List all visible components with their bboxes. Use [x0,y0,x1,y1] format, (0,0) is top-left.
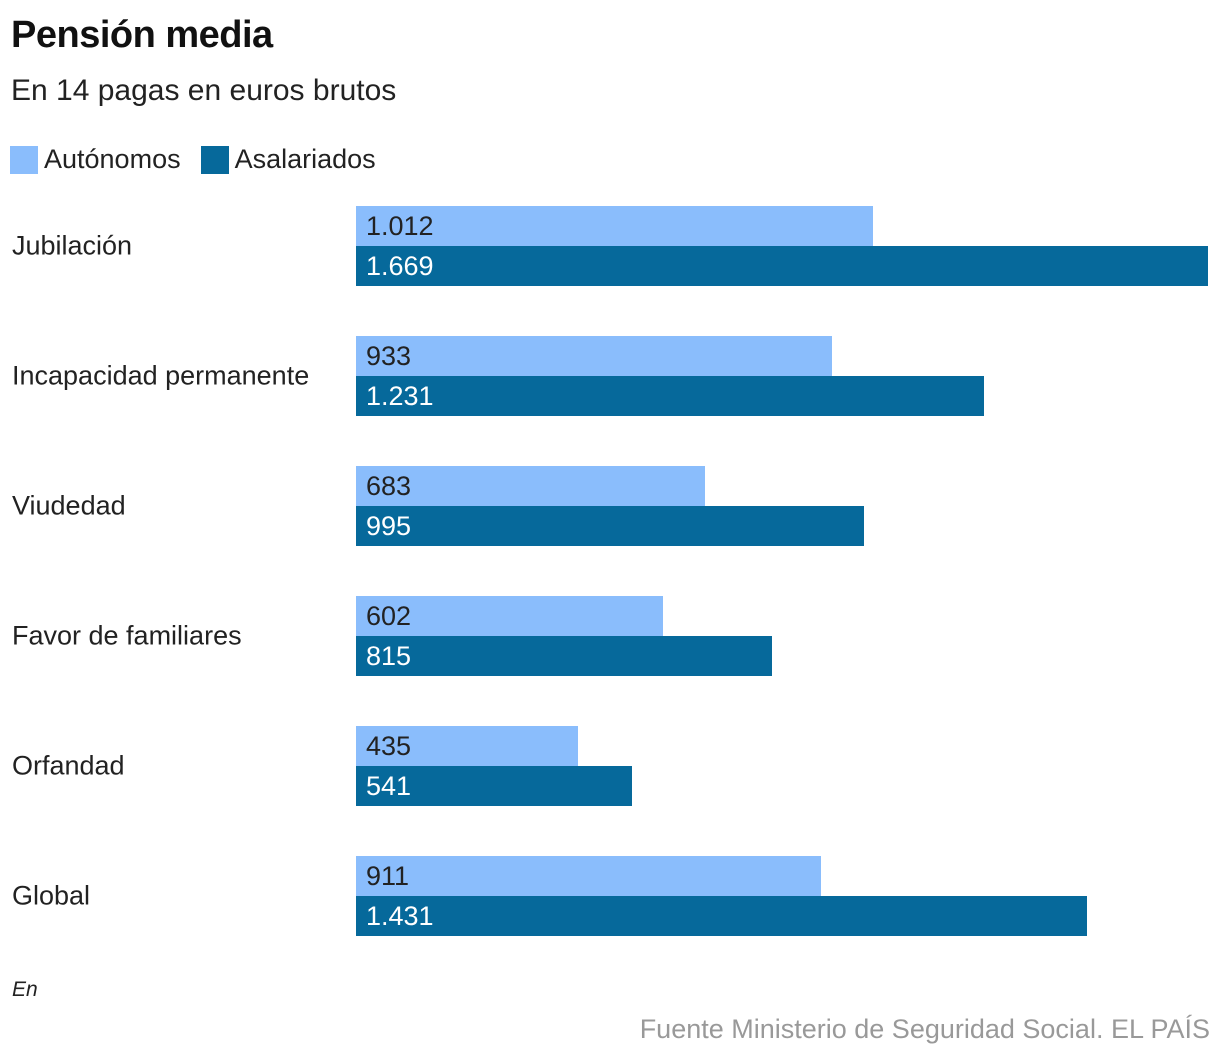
category-label: Orfandad [12,750,125,781]
bar-asalariados: 1.669 [356,246,1208,286]
category-label: Global [12,880,91,911]
category-label: Incapacidad permanente [12,360,310,391]
bar-autonomos: 435 [356,726,579,766]
data-label: 602 [366,601,412,631]
data-label: 541 [366,771,412,801]
category-label: Jubilación [12,230,133,261]
bar-asalariados: 995 [356,506,864,546]
data-label: 435 [366,731,412,761]
legend-item-autonomos: Autónomos [10,144,181,175]
data-label: 815 [366,641,412,671]
bar-autonomos: 683 [356,466,705,506]
bar-asalariados: 541 [356,766,633,806]
data-label: 1.669 [366,251,434,281]
chart-subtitle: En 14 pagas en euros brutos [11,74,397,107]
legend-label: Asalariados [234,144,376,174]
data-label: 1.012 [366,211,434,241]
chart-title: Pensión media [11,14,273,56]
bar-asalariados: 815 [356,636,773,676]
source-credit: Fuente Ministerio de Seguridad Social. E… [639,1014,1210,1044]
legend-item-asalariados: Asalariados [200,144,376,175]
bar-autonomos: 602 [356,596,664,636]
bar-autonomos: 911 [356,856,822,896]
legend: Autónomos Asalariados [10,144,396,175]
bar-asalariados: 1.231 [356,376,985,416]
bar-autonomos: 1.012 [356,206,873,246]
legend-label: Autónomos [44,144,181,174]
data-label: 1.431 [366,901,434,931]
legend-swatch-asalariados [200,145,229,174]
data-label: 683 [366,471,412,501]
data-label: 911 [366,861,410,891]
bar-asalariados: 1.431 [356,896,1087,936]
data-label: 995 [366,511,412,541]
footnote: En [12,978,38,1001]
category-label: Viudedad [12,490,126,521]
bar-autonomos: 933 [356,336,833,376]
data-label: 1.231 [366,381,434,411]
data-label: 933 [366,341,412,371]
legend-swatch-autonomos [10,145,38,174]
category-label: Favor de familiares [12,620,242,651]
